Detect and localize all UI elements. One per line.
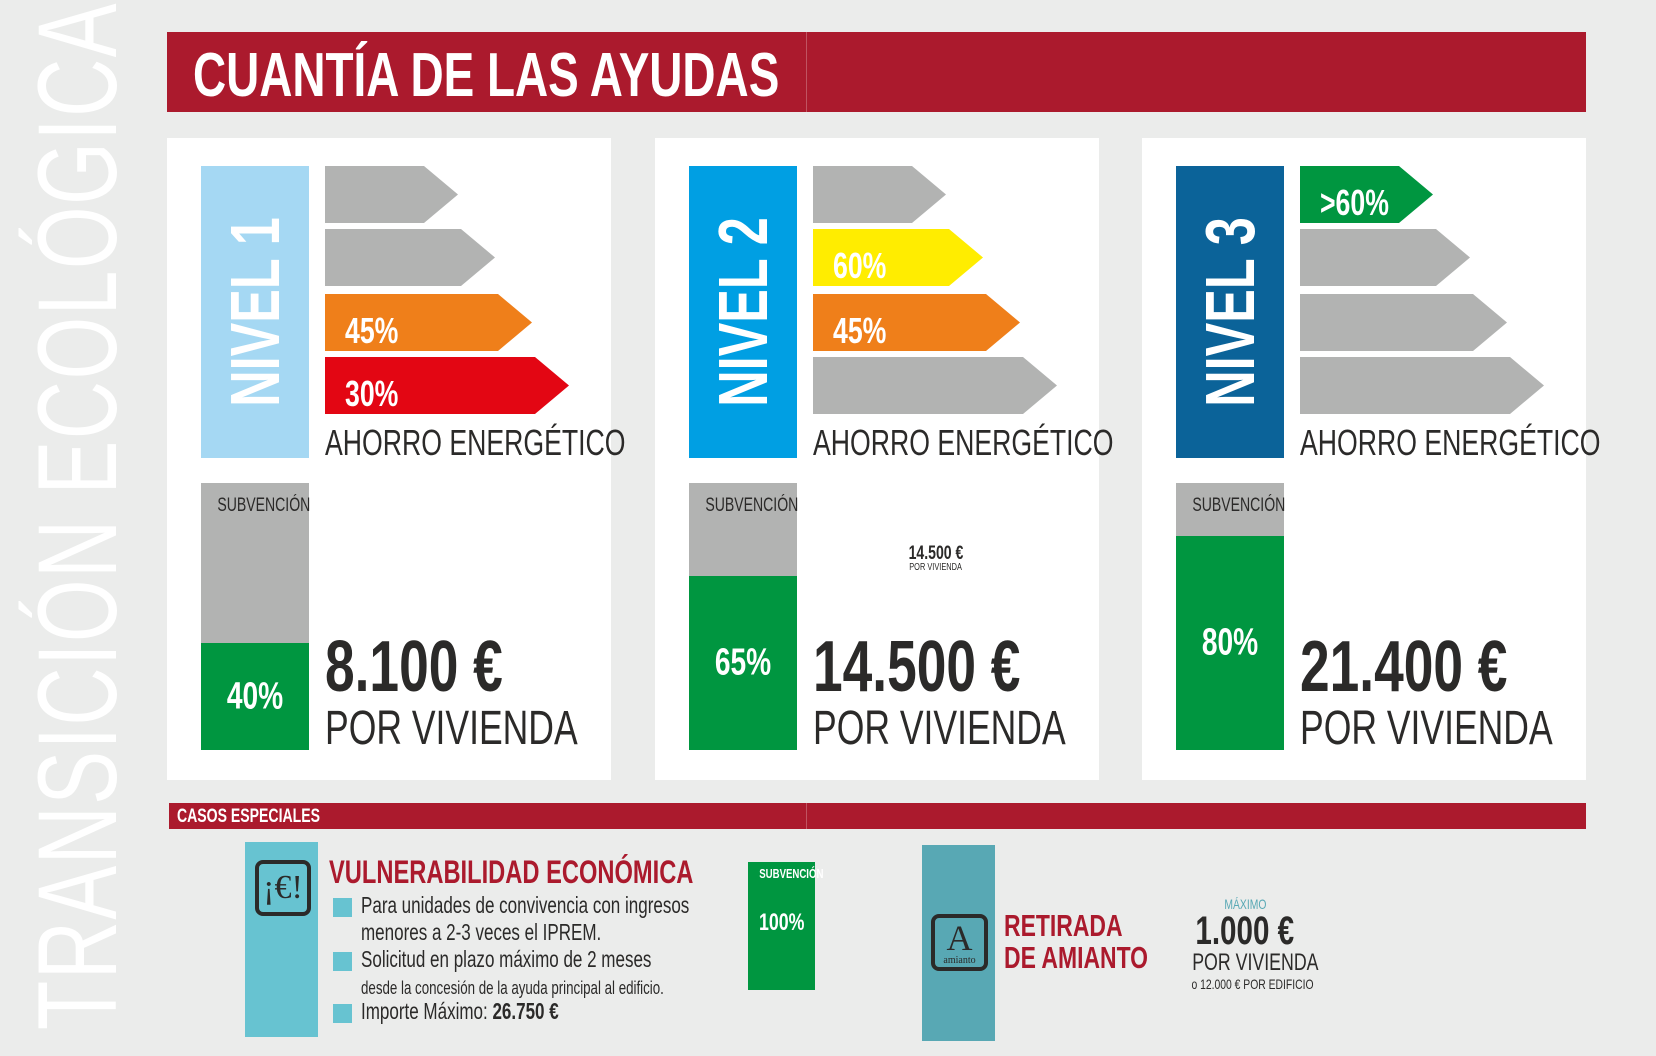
header-bar: CUANTÍA DE LAS AYUDAS <box>167 32 1586 112</box>
subsidy-bar: SUBVENCIÓN 65% <box>689 483 798 750</box>
amount: 21.400 € <box>1300 627 1508 707</box>
level-card-3: NIVEL 3 >60% AHORRO ENERGÉTICO SUBVENCIÓN … <box>1142 138 1600 780</box>
energy-saving-arrow <box>1300 357 1544 414</box>
level-badge: NIVEL 2 <box>689 166 797 458</box>
list-item: Solicitud en plazo máximo de 2 meses desd… <box>333 946 770 1000</box>
asbestos-title: RETIRADA DE AMIANTO <box>1004 908 1149 975</box>
small-amount: 14.500 € POR VIVIENDA <box>908 543 964 573</box>
level-card-2: NIVEL 2 60% 45% AHORRO ENERGÉTICO SUBVENCIÓ… <box>655 138 1113 780</box>
subsidy-fill: 80% <box>1176 536 1284 750</box>
amount: 8.100 € <box>325 627 503 707</box>
energy-saving-arrow <box>813 357 1057 414</box>
per-dwelling: POR VIVIENDA <box>325 702 578 755</box>
page-title: CUANTÍA DE LAS AYUDAS <box>193 41 780 110</box>
energy-saving-arrow <box>813 166 946 223</box>
energy-saving-arrow: 45% <box>813 294 1020 351</box>
energy-saving-arrow <box>1300 229 1470 286</box>
special-cases-bar: CASOS ESPECIALES <box>169 803 1586 829</box>
energy-saving-arrow <box>325 166 458 223</box>
level-card-1: NIVEL 1 45% 30% AHORRO ENERGÉTICO SUBVENCIÓ… <box>167 138 625 780</box>
energy-saving-arrow <box>325 229 495 286</box>
euro-exclamation-icon: ¡€! <box>255 860 311 916</box>
energy-saving-arrow <box>1300 294 1507 351</box>
energy-saving-arrow: 45% <box>325 294 532 351</box>
energy-saving-arrow: 60% <box>813 229 983 286</box>
list-item: Importe Máximo: 26.750 € <box>333 998 628 1025</box>
special-cases-title: CASOS ESPECIALES <box>177 806 320 827</box>
subsidy-fill: 40% <box>201 643 309 750</box>
energy-saving-arrow: 30% <box>325 357 569 414</box>
per-dwelling: POR VIVIENDA <box>813 702 1066 755</box>
level-badge: NIVEL 1 <box>201 166 309 458</box>
savings-label: AHORRO ENERGÉTICO <box>1300 422 1601 463</box>
asbestos-amount-block: MÁXIMO 1.000 € POR VIVIENDA o 12.000 € P… <box>1191 896 1319 992</box>
per-dwelling: POR VIVIENDA <box>1300 702 1553 755</box>
savings-label: AHORRO ENERGÉTICO <box>325 422 626 463</box>
vulnerable-title: VULNERABILIDAD ECONÓMICA <box>329 854 694 890</box>
energy-saving-arrow: >60% <box>1300 166 1433 223</box>
vulnerable-subsidy-box: SUBVENCIÓN 100% <box>748 862 823 990</box>
subsidy-bar: SUBVENCIÓN 40% <box>201 483 310 750</box>
side-title: TRANSICIÓN ECOLÓGICA <box>15 2 140 1030</box>
subsidy-bar: SUBVENCIÓN 80% <box>1176 483 1285 750</box>
list-item: Para unidades de convivencia con ingreso… <box>333 892 805 946</box>
amount: 14.500 € <box>813 627 1021 707</box>
subsidy-fill: 65% <box>689 576 797 750</box>
level-badge: NIVEL 3 <box>1176 166 1284 458</box>
savings-label: AHORRO ENERGÉTICO <box>813 422 1114 463</box>
